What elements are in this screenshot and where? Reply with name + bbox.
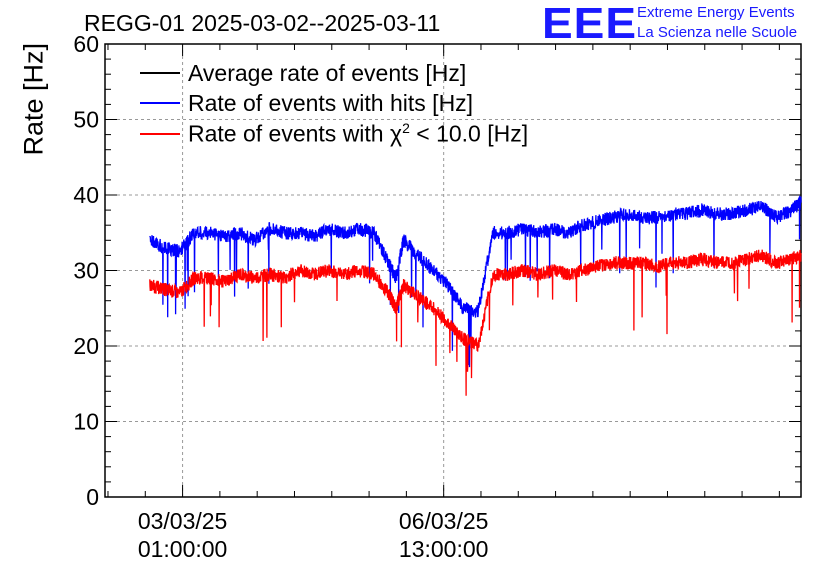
x-tick-label-time-1: 13:00:00 xyxy=(399,536,489,562)
legend-item-hits: Rate of events with hits [Hz] xyxy=(140,89,473,117)
series-line-1 xyxy=(149,194,802,368)
y-tick-label-0: 0 xyxy=(86,484,99,510)
y-tick-label-40: 40 xyxy=(73,182,99,208)
series-line-2 xyxy=(149,249,802,396)
legend-item-average: Average rate of events [Hz] xyxy=(140,59,466,87)
legend-chi2-text-end: < 10.0 [Hz] xyxy=(409,120,529,147)
x-tick-label-date-0: 03/03/25 xyxy=(138,508,228,534)
y-tick-label-30: 30 xyxy=(73,258,99,284)
chart-title: REGG-01 2025-03-02--2025-03-11 xyxy=(84,10,441,36)
logo-line-2: La Scienza nelle Scuole xyxy=(637,24,798,41)
y-tick-label-50: 50 xyxy=(73,107,99,133)
y-tick-label-10: 10 xyxy=(73,409,99,435)
y-axis-label: Rate [Hz] xyxy=(18,42,49,156)
y-tick-label-20: 20 xyxy=(73,333,99,359)
legend-chi2-text: Rate of events with χ xyxy=(188,120,403,147)
eee-logo: EEE xyxy=(542,0,638,48)
x-tick-label-time-0: 01:00:00 xyxy=(138,536,228,562)
legend-swatch-chi2 xyxy=(140,133,180,135)
logo-line-1: Extreme Energy Events xyxy=(637,4,795,21)
y-tick-label-60: 60 xyxy=(73,31,99,57)
legend-item-chi2: Rate of events with χ2 < 10.0 [Hz] xyxy=(140,120,528,148)
legend-swatch-average xyxy=(140,72,180,74)
legend-label-hits: Rate of events with hits [Hz] xyxy=(188,89,474,116)
legend-swatch-hits xyxy=(140,102,180,104)
x-tick-label-date-1: 06/03/25 xyxy=(399,508,489,534)
legend-chi2-exponent: 2 xyxy=(402,120,410,137)
legend-label-average: Average rate of events [Hz] xyxy=(188,59,467,86)
legend-label-chi2: Rate of events with χ2 < 10.0 [Hz] xyxy=(188,120,528,148)
